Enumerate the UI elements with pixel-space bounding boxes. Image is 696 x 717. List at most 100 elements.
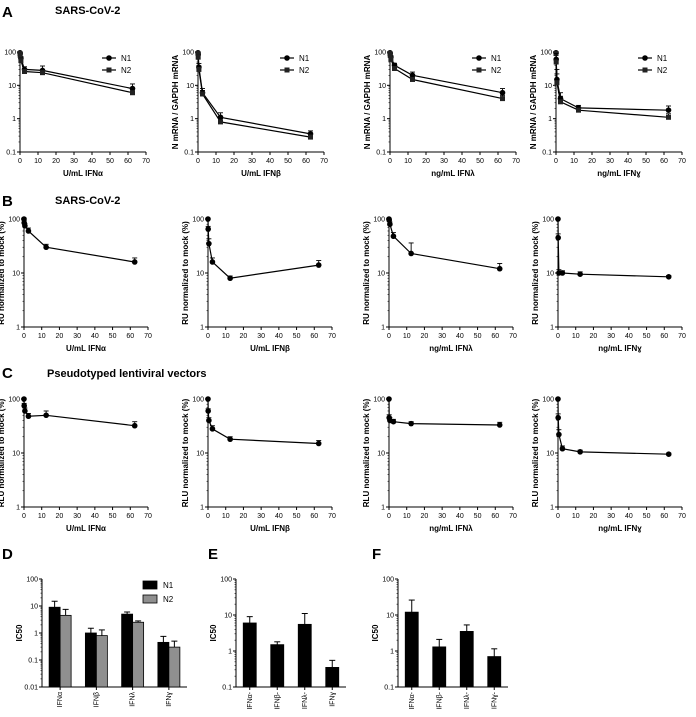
a1-x-tick-label: 20 bbox=[52, 158, 60, 165]
a2-point-n2 bbox=[195, 54, 201, 60]
panel-c-title: Pseudotyped lentiviral vectors bbox=[47, 368, 207, 380]
b4-y-tick-label: 1 bbox=[550, 325, 554, 332]
panel-letter-e: E bbox=[208, 546, 218, 563]
a2-series-n1-line bbox=[197, 52, 311, 135]
e-y-tick-label: 0.1 bbox=[222, 685, 232, 692]
c3-series-line-line bbox=[388, 398, 500, 426]
a4-point-n2 bbox=[558, 99, 563, 105]
b2-x-tick-label: 0 bbox=[206, 333, 210, 340]
c2-y-tick-label: 10 bbox=[196, 451, 204, 458]
a2-x-tick-label: 70 bbox=[320, 158, 328, 165]
b3-point bbox=[408, 250, 414, 257]
a4-y-tick-label: 10 bbox=[544, 83, 552, 90]
a3-x-tick-label: 40 bbox=[458, 158, 466, 165]
b2-point bbox=[209, 259, 216, 265]
c3-point bbox=[496, 422, 503, 428]
f-y-axis-title: IC50 bbox=[371, 624, 380, 641]
f-x-tick-label: IFNλ- bbox=[464, 691, 471, 709]
d-bar-n2-0 bbox=[59, 614, 72, 688]
a3-x-tick-label: 30 bbox=[440, 158, 448, 165]
b2-y-axis-title: RU normalized to mock (%) bbox=[181, 221, 190, 325]
a3-series-n2-line bbox=[389, 53, 503, 100]
a2-y-tick-label: 0.1 bbox=[184, 150, 194, 157]
a4-x-tick-label: 20 bbox=[588, 158, 596, 165]
c2-x-axis-title: U/mL IFNβ bbox=[250, 524, 290, 533]
a4-point-n1 bbox=[665, 107, 672, 113]
a2-legend-marker bbox=[284, 55, 290, 61]
b1-x-tick-label: 20 bbox=[56, 333, 64, 340]
b2-point bbox=[206, 240, 212, 247]
b2-series-line-line bbox=[207, 218, 319, 279]
panel-b-title: SARS-CoV-2 bbox=[55, 195, 120, 207]
b4-point bbox=[555, 234, 561, 241]
b2-x-tick-label: 10 bbox=[222, 333, 230, 340]
a4-x-tick-label: 30 bbox=[606, 158, 614, 165]
a4-y-axis-title: N mRNA / GAPDH mRNA bbox=[529, 55, 538, 150]
a3-legend-label: N1 bbox=[491, 54, 502, 63]
c1-y-tick-label: 1 bbox=[16, 505, 20, 512]
c3-y-axis-title: RLU normalized to mock (%) bbox=[362, 398, 371, 507]
c2-x-tick-label: 30 bbox=[257, 513, 265, 520]
d-bar-n1-3 bbox=[157, 641, 170, 688]
a4-legend-label: N2 bbox=[657, 66, 668, 75]
a1-point-n2 bbox=[17, 52, 23, 58]
b3-point bbox=[387, 221, 393, 228]
c4-x-tick-label: 60 bbox=[660, 513, 668, 520]
d-y-tick-label: 0.01 bbox=[24, 685, 38, 692]
b2-point bbox=[315, 262, 322, 268]
a2-series-n2-line bbox=[197, 53, 311, 138]
c4-point bbox=[555, 396, 561, 402]
a4-x-tick-label: 60 bbox=[660, 158, 668, 165]
d-x-tick-label: IFNα bbox=[57, 692, 64, 707]
a1-point-n2 bbox=[130, 90, 135, 96]
a2-x-tick-label: 30 bbox=[248, 158, 256, 165]
b3-y-axis-title: RU normalized to mock (%) bbox=[362, 221, 371, 325]
a3-x-tick-label: 0 bbox=[388, 158, 392, 165]
a4-x-tick-label: 70 bbox=[678, 158, 686, 165]
b1-y-tick-label: 100 bbox=[8, 217, 20, 224]
panel-letter-d: D bbox=[2, 546, 13, 563]
a1-x-axis-title: U/mL IFNα bbox=[63, 169, 103, 178]
c1-point bbox=[21, 402, 27, 409]
a1-point-n2 bbox=[40, 70, 45, 76]
a4-series-n2-line bbox=[555, 53, 669, 118]
f-bar-3 bbox=[487, 656, 502, 688]
a4-x-tick-label: 10 bbox=[570, 158, 578, 165]
b4-x-tick-label: 10 bbox=[572, 333, 580, 340]
c1-y-tick-label: 10 bbox=[12, 451, 20, 458]
a1-y-tick-label: 0.1 bbox=[6, 150, 16, 157]
b2-y-tick-label: 100 bbox=[192, 217, 204, 224]
c1-x-tick-label: 20 bbox=[56, 513, 64, 520]
c1-point bbox=[131, 422, 138, 429]
f-y-tick-label: 1 bbox=[390, 649, 394, 656]
a2-legend-label: N1 bbox=[299, 54, 310, 63]
c2-point bbox=[206, 417, 212, 424]
c1-x-tick-label: 60 bbox=[126, 513, 134, 520]
c4-x-tick-label: 70 bbox=[678, 513, 686, 520]
a2-legend-marker bbox=[284, 67, 290, 73]
a3-y-tick-label: 1 bbox=[382, 116, 386, 123]
a4-y-tick-label: 1 bbox=[548, 116, 552, 123]
a3-x-tick-label: 10 bbox=[404, 158, 412, 165]
c4-point bbox=[556, 431, 562, 438]
c1-point bbox=[43, 412, 49, 419]
e-bar-1 bbox=[270, 644, 285, 688]
panel-letter-f: F bbox=[372, 546, 381, 563]
d-legend-label: N2 bbox=[163, 595, 174, 604]
b3-x-axis-title: ng/mL IFNλ bbox=[429, 344, 473, 353]
a2-y-tick-label: 1 bbox=[190, 116, 194, 123]
a2-point-n2 bbox=[218, 119, 223, 125]
c2-y-axis-title: RLU normalized to mock (%) bbox=[181, 398, 190, 507]
a2-point-n2 bbox=[195, 51, 201, 57]
b2-x-axis-title: U/mL IFNβ bbox=[250, 344, 290, 353]
a2-x-tick-label: 40 bbox=[266, 158, 274, 165]
c2-point bbox=[209, 426, 216, 432]
c1-y-tick-label: 100 bbox=[8, 397, 20, 404]
a1-y-axis-title: N mRNA / GAPDH mRNA bbox=[0, 55, 2, 150]
d-bar-n1-1 bbox=[84, 632, 97, 688]
a2-y-tick-label: 10 bbox=[186, 83, 194, 90]
